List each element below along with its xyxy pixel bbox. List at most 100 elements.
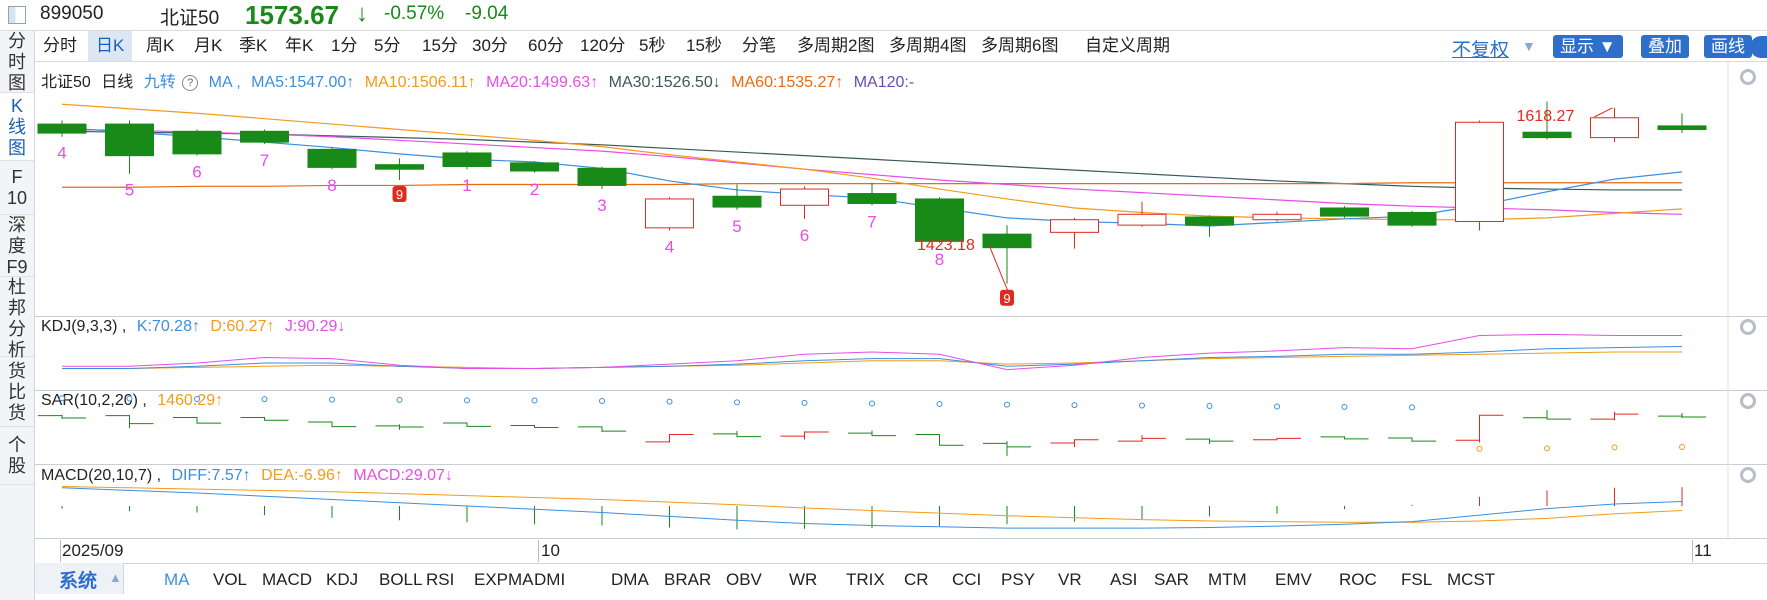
indicator-tab-psy[interactable]: PSY — [1001, 570, 1036, 589]
pane-divider[interactable] — [35, 390, 1767, 391]
draw-line-button[interactable]: 画线 — [1704, 35, 1752, 58]
pane-divider — [35, 538, 1767, 539]
tab-period-2[interactable]: 周K — [146, 36, 175, 55]
jiuzhuan-label[interactable]: 九转 — [143, 74, 176, 91]
tab-period-1[interactable]: 日K — [88, 31, 133, 61]
indicator-tab-trix[interactable]: TRIX — [846, 570, 885, 589]
sidebar-item-4[interactable]: 杜邦分析 — [0, 277, 34, 360]
tab-period-10[interactable]: 60分 — [528, 36, 564, 55]
candle-body — [1657, 125, 1707, 130]
tab-period-6[interactable]: 1分 — [331, 36, 358, 55]
candle-body — [240, 130, 289, 143]
sar-dot — [1679, 443, 1685, 450]
sidebar-item-5[interactable]: 货比货 — [0, 357, 34, 427]
indicator-tab-asi[interactable]: ASI — [1110, 570, 1138, 589]
jiuzhuan-count: 5 — [732, 217, 741, 236]
ma20-line — [61, 128, 1683, 215]
candle-body — [172, 130, 222, 155]
sar-dot — [531, 397, 538, 404]
tab-period-9[interactable]: 30分 — [472, 36, 508, 55]
pane-divider[interactable] — [35, 464, 1767, 465]
jiuzhuan-count: 4 — [665, 238, 674, 257]
indicator-tab-dmi[interactable]: DMI — [534, 570, 566, 589]
indicator-tab-mcst[interactable]: MCST — [1447, 570, 1496, 589]
candle-body — [1320, 207, 1369, 217]
high-pointer — [1594, 107, 1613, 118]
main-legend: 北证50 日线 九转 ? MA , MA5:1547.00↑ MA10:1506… — [41, 68, 920, 92]
tab-period-5[interactable]: 年K — [285, 36, 314, 55]
indicator-tab-cr[interactable]: CR — [904, 570, 929, 589]
overlay-button[interactable]: 叠加 — [1641, 35, 1689, 58]
display-button[interactable]: 显示 ▼ — [1553, 35, 1623, 58]
tab-period-13[interactable]: 15秒 — [686, 36, 722, 55]
tab-period-8[interactable]: 15分 — [422, 36, 458, 55]
sidebar-item-label: F — [11, 167, 23, 187]
tab-period-11[interactable]: 120分 — [580, 36, 626, 55]
jiuzhuan-count: 2 — [530, 180, 539, 199]
sidebar-item-2[interactable]: F 10 — [0, 161, 34, 215]
tab-period-14[interactable]: 分笔 — [742, 36, 776, 55]
indicator-tab-dma[interactable]: DMA — [611, 570, 649, 589]
tab-period-18[interactable]: 自定义周期 — [1085, 36, 1170, 55]
tab-period-3[interactable]: 月K — [194, 36, 223, 55]
indicator-tab-vr[interactable]: VR — [1058, 570, 1082, 589]
tab-period-15[interactable]: 多周期2图 — [797, 36, 875, 55]
macd-pane-settings-icon[interactable] — [1740, 467, 1756, 483]
indicator-tab-emv[interactable]: EMV — [1275, 570, 1312, 589]
indicator-tab-rsi[interactable]: RSI — [426, 570, 455, 589]
sar-dot — [1476, 445, 1483, 452]
sar-pane-settings-icon[interactable] — [1740, 393, 1756, 409]
ma30-line — [61, 130, 1682, 191]
indicator-tab-sar[interactable]: SAR — [1154, 570, 1189, 589]
indicator-tab-macd[interactable]: MACD — [262, 570, 313, 589]
indicator-tab-boll[interactable]: BOLL — [379, 570, 423, 589]
candle-body — [1387, 211, 1437, 226]
legend-ma120: MA120:- — [853, 74, 915, 91]
candle-body — [780, 188, 829, 206]
collapse-icon[interactable] — [1750, 36, 1767, 58]
kdj-pane-settings-icon[interactable] — [1740, 319, 1756, 335]
main-pane-settings-icon[interactable] — [1740, 69, 1756, 85]
indicator-tab-cci[interactable]: CCI — [952, 570, 982, 589]
tab-period-0[interactable]: 分时 — [43, 36, 77, 55]
pane-divider[interactable] — [35, 316, 1767, 317]
macd-value: MACD:29.07↓ — [353, 467, 453, 484]
system-indicator-button[interactable]: 系统 ▲ — [35, 563, 124, 594]
tab-period-12[interactable]: 5秒 — [639, 36, 666, 55]
kdj-k: K:70.28↑ — [136, 318, 200, 335]
indicator-tab-brar[interactable]: BRAR — [664, 570, 712, 589]
sar-dot — [1274, 403, 1280, 410]
fuquan-dropdown[interactable]: 不复权 — [1452, 40, 1510, 61]
jiuzhuan-count: 8 — [327, 176, 336, 195]
help-icon[interactable]: ? — [182, 75, 199, 91]
indicator-tab-obv[interactable]: OBV — [726, 570, 762, 589]
indicator-tab-roc[interactable]: ROC — [1339, 570, 1377, 589]
sidebar-item-3[interactable]: 深度 F9 — [0, 215, 34, 277]
indicator-tab-vol[interactable]: VOL — [213, 570, 248, 589]
sar-dot — [261, 396, 268, 403]
sidebar-item-label: 货 — [8, 402, 26, 423]
candle-body — [645, 198, 694, 229]
tab-period-7[interactable]: 5分 — [374, 36, 401, 55]
kdj-legend: KDJ(9,3,3) , K:70.28↑ D:60.27↑ J:90.29↓ — [41, 318, 351, 336]
tab-period-16[interactable]: 多周期4图 — [889, 36, 967, 55]
tab-period-4[interactable]: 季K — [239, 36, 268, 55]
indicator-tab-expma[interactable]: EXPMA — [474, 570, 534, 589]
low-pointer — [988, 244, 1010, 294]
fuquan-chevron-down-icon[interactable]: ▼ — [1522, 38, 1536, 54]
indicator-tab-mtm[interactable]: MTM — [1208, 570, 1247, 589]
indicator-tab-ma[interactable]: MA — [164, 570, 190, 589]
indicator-tab-kdj[interactable]: KDJ — [326, 570, 359, 589]
sidebar-toggle-icon[interactable] — [8, 6, 26, 24]
kdj-j-line — [62, 333, 1682, 371]
sidebar-item-0[interactable]: 分时图 — [0, 31, 34, 93]
candle-body — [37, 123, 87, 134]
high-annotation: 1618.27 — [1517, 108, 1575, 125]
sidebar-item-6[interactable]: 个股 — [0, 427, 34, 485]
tab-period-17[interactable]: 多周期6图 — [981, 36, 1059, 55]
indicator-tab-fsl[interactable]: FSL — [1401, 570, 1433, 589]
jiuzhuan-count: 7 — [867, 212, 876, 231]
indicator-tab-wr[interactable]: WR — [789, 570, 818, 589]
